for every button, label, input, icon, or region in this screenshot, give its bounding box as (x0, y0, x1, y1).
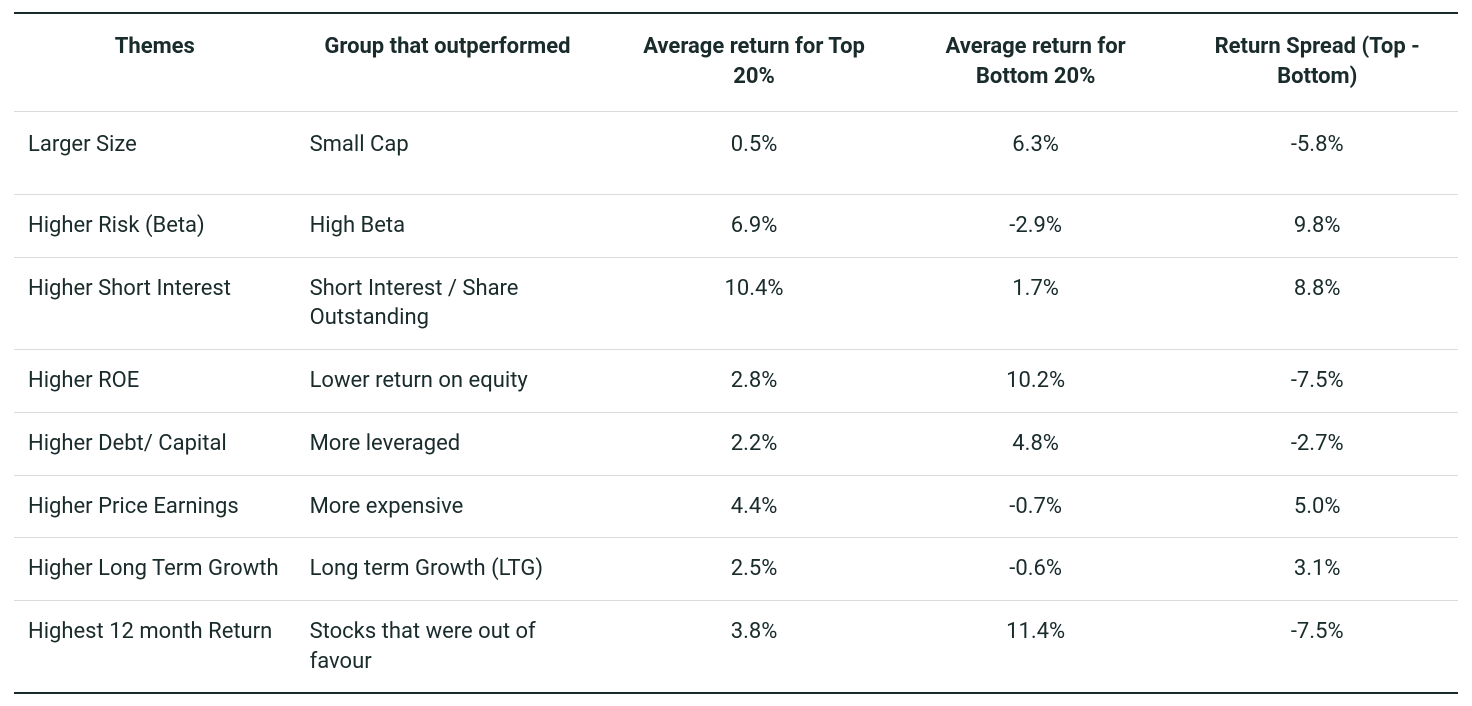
col-header-spread: Return Spread (Top - Bottom) (1176, 13, 1458, 112)
cell-group: Stocks that were out of favour (296, 600, 614, 693)
table-row: Higher Long Term Growth Long term Growth… (14, 538, 1458, 601)
cell-bottom: 4.8% (895, 412, 1177, 475)
cell-theme: Higher Short Interest (14, 257, 296, 349)
cell-theme: Higher Risk (Beta) (14, 195, 296, 258)
factor-returns-table: Themes Group that outperformed Average r… (14, 12, 1458, 694)
table-row: Higher Price Earnings More expensive 4.4… (14, 475, 1458, 538)
cell-spread: 3.1% (1176, 538, 1458, 601)
cell-spread: -7.5% (1176, 350, 1458, 413)
col-header-bottom20: Average return for Bottom 20% (895, 13, 1177, 112)
col-header-group: Group that outperformed (296, 13, 614, 112)
cell-spread: 9.8% (1176, 195, 1458, 258)
table-row: Highest 12 month Return Stocks that were… (14, 600, 1458, 693)
cell-bottom: 11.4% (895, 600, 1177, 693)
table-row: Higher Short Interest Short Interest / S… (14, 257, 1458, 349)
cell-top: 10.4% (613, 257, 895, 349)
table-row: Higher ROE Lower return on equity 2.8% 1… (14, 350, 1458, 413)
cell-group: High Beta (296, 195, 614, 258)
cell-bottom: -0.7% (895, 475, 1177, 538)
cell-group: Lower return on equity (296, 350, 614, 413)
cell-top: 2.8% (613, 350, 895, 413)
cell-bottom: 1.7% (895, 257, 1177, 349)
cell-top: 4.4% (613, 475, 895, 538)
cell-spread: -7.5% (1176, 600, 1458, 693)
cell-bottom: -0.6% (895, 538, 1177, 601)
cell-group: More expensive (296, 475, 614, 538)
cell-top: 2.5% (613, 538, 895, 601)
cell-top: 2.2% (613, 412, 895, 475)
cell-bottom: 10.2% (895, 350, 1177, 413)
table-header-row: Themes Group that outperformed Average r… (14, 13, 1458, 112)
cell-spread: 8.8% (1176, 257, 1458, 349)
cell-theme: Higher Debt/ Capital (14, 412, 296, 475)
cell-theme: Higher ROE (14, 350, 296, 413)
cell-top: 0.5% (613, 112, 895, 195)
cell-spread: -2.7% (1176, 412, 1458, 475)
table-row: Larger Size Small Cap 0.5% 6.3% -5.8% (14, 112, 1458, 195)
cell-theme: Highest 12 month Return (14, 600, 296, 693)
cell-group: More leveraged (296, 412, 614, 475)
cell-theme: Larger Size (14, 112, 296, 195)
cell-group: Small Cap (296, 112, 614, 195)
cell-spread: -5.8% (1176, 112, 1458, 195)
cell-theme: Higher Price Earnings (14, 475, 296, 538)
cell-bottom: 6.3% (895, 112, 1177, 195)
cell-top: 6.9% (613, 195, 895, 258)
table-row: Higher Risk (Beta) High Beta 6.9% -2.9% … (14, 195, 1458, 258)
cell-top: 3.8% (613, 600, 895, 693)
col-header-themes: Themes (14, 13, 296, 112)
col-header-top20: Average return for Top 20% (613, 13, 895, 112)
cell-theme: Higher Long Term Growth (14, 538, 296, 601)
cell-spread: 5.0% (1176, 475, 1458, 538)
cell-bottom: -2.9% (895, 195, 1177, 258)
cell-group: Long term Growth (LTG) (296, 538, 614, 601)
table-row: Higher Debt/ Capital More leveraged 2.2%… (14, 412, 1458, 475)
cell-group: Short Interest / Share Outstanding (296, 257, 614, 349)
